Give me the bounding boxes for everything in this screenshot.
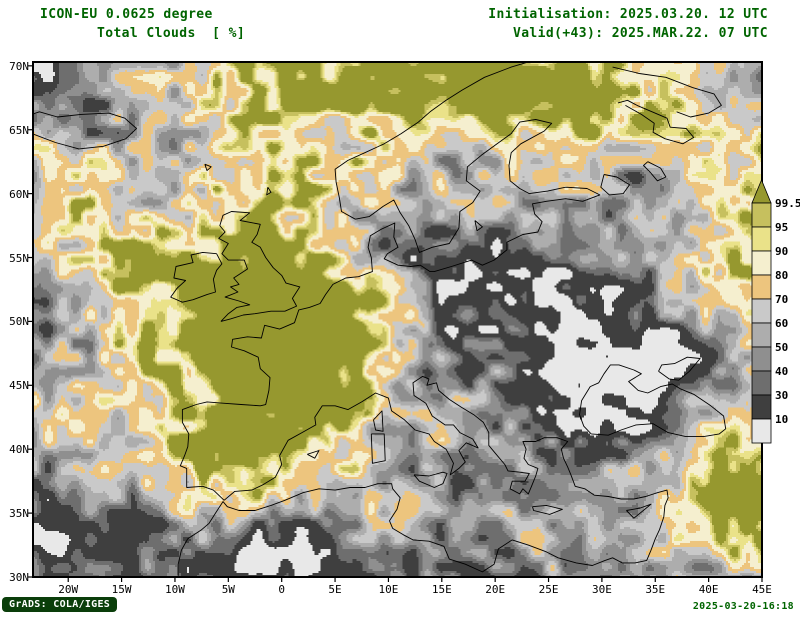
colorbar-label: 30 <box>775 389 789 402</box>
colorbar-label: 10 <box>775 413 789 426</box>
lat-tick-label: 40N <box>9 443 29 457</box>
initialisation-time: Initialisation: 2025.03.20. 12 UTC <box>488 7 768 22</box>
lon-tick-label: 5W <box>221 583 235 596</box>
colorbar-label: 40 <box>775 365 789 378</box>
colorbar-label: 70 <box>775 293 789 306</box>
lon-tick-label: 45E <box>752 583 772 596</box>
grads-credit-badge: GrADS: COLA/IGES <box>2 597 118 612</box>
model-title: ICON-EU 0.0625 degree <box>40 7 213 22</box>
lon-tick-label: 20E <box>485 583 506 596</box>
lat-tick-label: 50N <box>9 315 29 329</box>
lon-tick-label: 35E <box>645 583 666 596</box>
lat-tick-label: 55N <box>9 251 29 265</box>
lat-tick-label: 35N <box>9 507 29 521</box>
colorbar-label: 50 <box>775 341 789 354</box>
colorbar-label: 80 <box>775 269 789 282</box>
lon-tick-label: 15W <box>111 583 132 596</box>
cloud-cover-field <box>33 62 762 577</box>
lon-tick-label: 25E <box>538 583 559 596</box>
render-timestamp: 2025-03-20-16:18 <box>692 601 794 612</box>
lon-tick-label: 15E <box>431 583 452 596</box>
lon-tick-label: 40E <box>698 583 719 596</box>
lon-tick-label: 20W <box>58 583 79 596</box>
lat-tick-label: 45N <box>9 379 29 393</box>
colorbar-label: 90 <box>775 245 789 258</box>
lon-tick-label: 30E <box>591 583 612 596</box>
colorbar-label: 60 <box>775 317 789 330</box>
valid-time: Valid(+43): 2025.MAR.22. 07 UTC <box>512 26 768 41</box>
lon-tick-label: 5E <box>328 583 342 596</box>
lat-tick-label: 30N <box>9 571 29 584</box>
lat-tick-label: 60N <box>9 187 29 201</box>
lat-tick-label: 65N <box>9 123 29 137</box>
lon-tick-label: 10W <box>165 583 185 596</box>
colorbar-label: 99.5 <box>775 197 800 210</box>
lon-tick-label: 10E <box>378 583 399 596</box>
variable-title: Total Clouds [ %] <box>97 26 246 41</box>
lon-tick-label: 0 <box>278 583 285 596</box>
colorbar-label: 95 <box>775 221 789 234</box>
lat-tick-label: 70N <box>9 59 29 73</box>
